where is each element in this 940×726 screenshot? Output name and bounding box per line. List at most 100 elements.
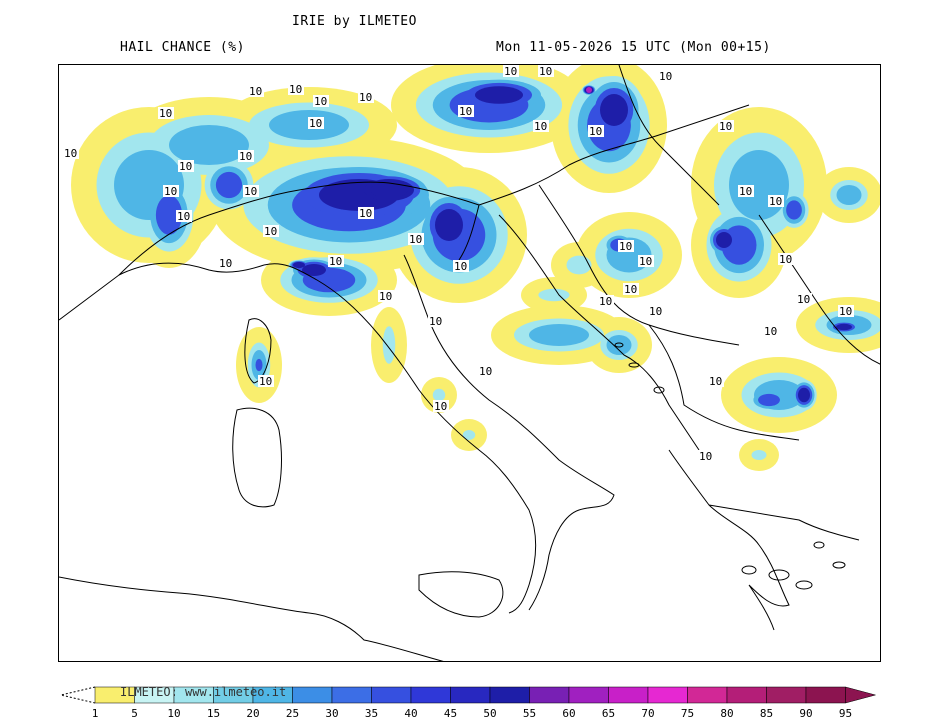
shade-cell-22-level-4 (716, 232, 732, 248)
shade-cell-24-level-2 (836, 185, 862, 205)
contour-label-22: 10 (259, 375, 272, 388)
coast-line-9 (59, 262, 265, 321)
contour-label-bg-21 (433, 400, 449, 412)
contour-label-bg-11 (243, 185, 259, 197)
shade-cell-29-level-2 (529, 324, 589, 346)
contour-label-28: 10 (659, 70, 672, 83)
shade-cell-1-level-2 (169, 125, 249, 165)
legend-arrow-right (845, 686, 877, 704)
legend-tick-2: 10 (167, 707, 181, 720)
contour-label-bg-6 (313, 95, 329, 107)
contour-label-35: 10 (764, 325, 777, 338)
legend-watermark: ILMETEO: www.ilmeteo.it (120, 685, 287, 699)
contour-label-21: 10 (434, 400, 447, 413)
shade-cell-37-level-1 (566, 255, 592, 275)
coast-line-11 (478, 104, 750, 206)
island-3 (813, 541, 825, 549)
island-4 (741, 565, 757, 575)
contour-label-bg-40 (623, 283, 639, 295)
legend-tick-15: 75 (680, 707, 695, 720)
contour-label-7: 10 (179, 160, 192, 173)
contour-label-bg-41 (648, 305, 664, 317)
island-5 (614, 342, 624, 348)
legend-arrow-left (60, 686, 96, 704)
contour-label-33: 10 (839, 305, 852, 318)
legend-tick-12: 60 (562, 707, 576, 720)
contour-label-10: 10 (239, 150, 252, 163)
contour-label-43: 10 (699, 450, 712, 463)
contour-label-bg-10 (238, 150, 254, 162)
contour-label-17: 10 (454, 260, 467, 273)
legend-swatch-13 (608, 686, 649, 704)
shade-cell-26-level-4 (836, 323, 852, 331)
contour-label-9: 10 (177, 210, 190, 223)
legend-tick-18: 90 (799, 707, 813, 720)
contour-label-bg-14 (328, 255, 344, 267)
shade-cell-14-level-3 (255, 358, 263, 372)
legend-bar (60, 686, 877, 704)
contour-label-8: 10 (164, 185, 177, 198)
legend-swatch-6 (331, 686, 372, 704)
contour-label-bg-33 (838, 305, 854, 317)
coast-line-1 (403, 254, 615, 611)
legend-swatch-15 (687, 686, 728, 704)
legend-swatch-5 (292, 686, 333, 704)
contour-label-0: 10 (64, 147, 77, 160)
contour-label-bg-36 (796, 293, 812, 305)
legend-tick-3: 15 (206, 707, 221, 720)
contour-label-bg-12 (263, 225, 279, 237)
contour-label-bg-5 (358, 91, 374, 103)
island-2 (832, 561, 846, 569)
shade-cell-32-level-3 (758, 393, 780, 407)
contour-label-bg-27 (588, 125, 604, 137)
contour-label-bg-35 (763, 325, 779, 337)
contour-label-4: 10 (309, 117, 322, 130)
contour-label-bg-39 (598, 295, 614, 307)
contour-label-bg-24 (503, 65, 519, 77)
legend-swatch-11 (529, 686, 570, 704)
legend-tick-13: 65 (601, 707, 616, 720)
legend-tick-16: 80 (720, 707, 734, 720)
contour-label-20: 10 (479, 365, 492, 378)
contour-label-42: 10 (709, 375, 722, 388)
legend-swatch-17 (766, 686, 807, 704)
contour-label-bg-42 (708, 375, 724, 387)
contour-label-bg-19 (428, 315, 444, 327)
contour-label-bg-32 (778, 253, 794, 265)
legend-tick-1: 5 (131, 707, 138, 720)
contour-label-41: 10 (649, 305, 662, 318)
legend-tick-19: 95 (838, 707, 853, 720)
contour-label-36: 10 (797, 293, 810, 306)
contour-label-38: 10 (639, 255, 652, 268)
contour-label-bg-43 (698, 450, 714, 462)
coast-line-15 (618, 65, 720, 206)
shade-cell-39-level-1 (382, 326, 396, 364)
contour-label-24: 10 (504, 65, 517, 78)
legend-tick-14: 70 (641, 707, 655, 720)
legend-tick-6: 30 (325, 707, 339, 720)
map-panel: 10 10 10 10 10 10 10 10 10 10 10 10 10 10 10 10 10 10 10 10… (58, 64, 881, 662)
shade-cell-18-level-4 (600, 94, 628, 126)
contour-label-11: 10 (244, 185, 257, 198)
shade-cell-30-level-2 (606, 335, 632, 355)
contour-label-6: 10 (314, 95, 327, 108)
contour-label-16: 10 (409, 233, 422, 246)
contour-label-18: 10 (379, 290, 392, 303)
legend-swatch-8 (410, 686, 451, 704)
contour-label-19: 10 (429, 315, 442, 328)
shade-cell-35-level-1 (462, 430, 476, 440)
contour-label-3: 10 (289, 83, 302, 96)
contour-label-bg-38 (638, 255, 654, 267)
coast-line-13 (648, 324, 800, 441)
contour-label-29: 10 (719, 120, 732, 133)
contour-label-bg-29 (718, 120, 734, 132)
legend-swatch-9 (450, 686, 491, 704)
shade-cell-33-level-4 (798, 387, 810, 403)
contour-label-37: 10 (619, 240, 632, 253)
contour-label-bg-18 (378, 290, 394, 302)
contour-label-bg-3 (288, 83, 304, 95)
legend-swatch-12 (568, 686, 609, 704)
contour-label-32: 10 (779, 253, 792, 266)
contour-label-26: 10 (534, 120, 547, 133)
contour-label-bg-26 (533, 120, 549, 132)
